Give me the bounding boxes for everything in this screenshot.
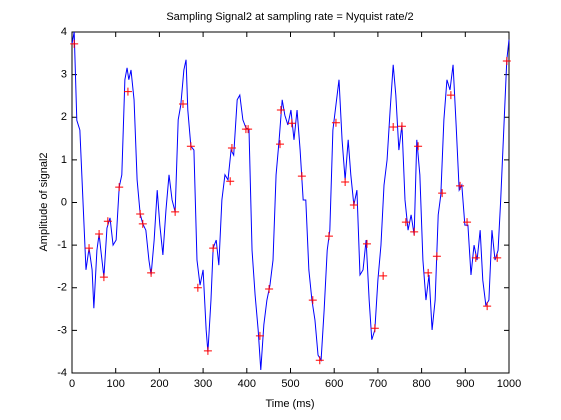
x-tick-label: 500 xyxy=(281,378,299,390)
sample-marker xyxy=(349,201,358,210)
sample-marker xyxy=(203,346,212,355)
sample-marker xyxy=(370,324,379,333)
sample-marker xyxy=(410,227,419,236)
sample-marker xyxy=(123,87,132,96)
sample-marker xyxy=(186,142,195,151)
sample-marker xyxy=(456,181,465,190)
sample-marker xyxy=(331,118,340,127)
sample-marker xyxy=(193,283,202,292)
sample-marker xyxy=(379,271,388,280)
sample-marker xyxy=(103,217,112,226)
sample-marker xyxy=(99,273,108,282)
sample-marker xyxy=(115,183,124,192)
y-axis-label: Amplitude of signal2 xyxy=(38,152,50,251)
sample-marker xyxy=(389,123,398,132)
sample-marker xyxy=(171,207,180,216)
y-tick-label: 4 xyxy=(61,26,67,38)
sample-marker xyxy=(255,331,264,340)
chart-title: Sampling Signal2 at sampling rate = Nyqu… xyxy=(166,11,413,23)
x-tick-label: 0 xyxy=(69,378,75,390)
x-tick-label: 300 xyxy=(194,378,212,390)
sample-marker xyxy=(432,252,441,261)
sample-marker xyxy=(414,142,423,151)
sample-marker xyxy=(136,210,145,219)
x-tick-label: 200 xyxy=(150,378,168,390)
sample-marker xyxy=(362,239,371,248)
sample-marker xyxy=(397,122,406,131)
sample-marker xyxy=(424,268,433,277)
y-tick-label: 2 xyxy=(61,111,67,123)
sample-marker xyxy=(341,178,350,187)
x-tick-label: 900 xyxy=(456,378,474,390)
x-axis-label: Time (ms) xyxy=(265,398,314,410)
x-tick-label: 400 xyxy=(238,378,256,390)
sample-marker xyxy=(471,253,480,262)
sample-marker xyxy=(276,106,285,115)
sample-marker xyxy=(244,125,253,134)
x-tick-label: 100 xyxy=(107,378,125,390)
sample-marker xyxy=(178,100,187,109)
sample-marker xyxy=(138,219,147,228)
sample-marker xyxy=(463,218,472,227)
y-tick-label: 3 xyxy=(61,69,67,81)
sample-marker xyxy=(502,56,511,65)
sample-marker xyxy=(85,244,94,253)
y-tick-label: -3 xyxy=(57,324,67,336)
y-tick-label: -4 xyxy=(57,367,67,379)
sample-marker xyxy=(276,140,285,149)
y-tick-label: 0 xyxy=(61,196,67,208)
sample-marker xyxy=(147,268,156,277)
sample-marker xyxy=(209,244,218,253)
sample-marker xyxy=(446,91,455,100)
sample-marker xyxy=(315,356,324,365)
x-tick-label: 700 xyxy=(369,378,387,390)
sample-marker xyxy=(70,39,79,48)
x-tick-label: 800 xyxy=(412,378,430,390)
sample-marker xyxy=(226,177,235,186)
sample-marker xyxy=(95,230,104,239)
sample-marker xyxy=(401,218,410,227)
y-tick-label: -2 xyxy=(57,282,67,294)
sample-marker xyxy=(227,143,236,152)
y-tick-label: -1 xyxy=(57,239,67,251)
plot-box xyxy=(71,31,510,374)
sample-marker xyxy=(438,189,447,198)
x-tick-label: 1000 xyxy=(497,378,521,390)
sample-marker xyxy=(297,172,306,181)
sample-marker xyxy=(483,302,492,311)
y-tick-label: 1 xyxy=(61,154,67,166)
sample-marker xyxy=(308,296,317,305)
sample-marker xyxy=(324,232,333,241)
sample-marker xyxy=(287,119,296,128)
x-tick-label: 600 xyxy=(325,378,343,390)
sample-marker xyxy=(493,253,502,262)
sample-marker xyxy=(265,285,274,294)
